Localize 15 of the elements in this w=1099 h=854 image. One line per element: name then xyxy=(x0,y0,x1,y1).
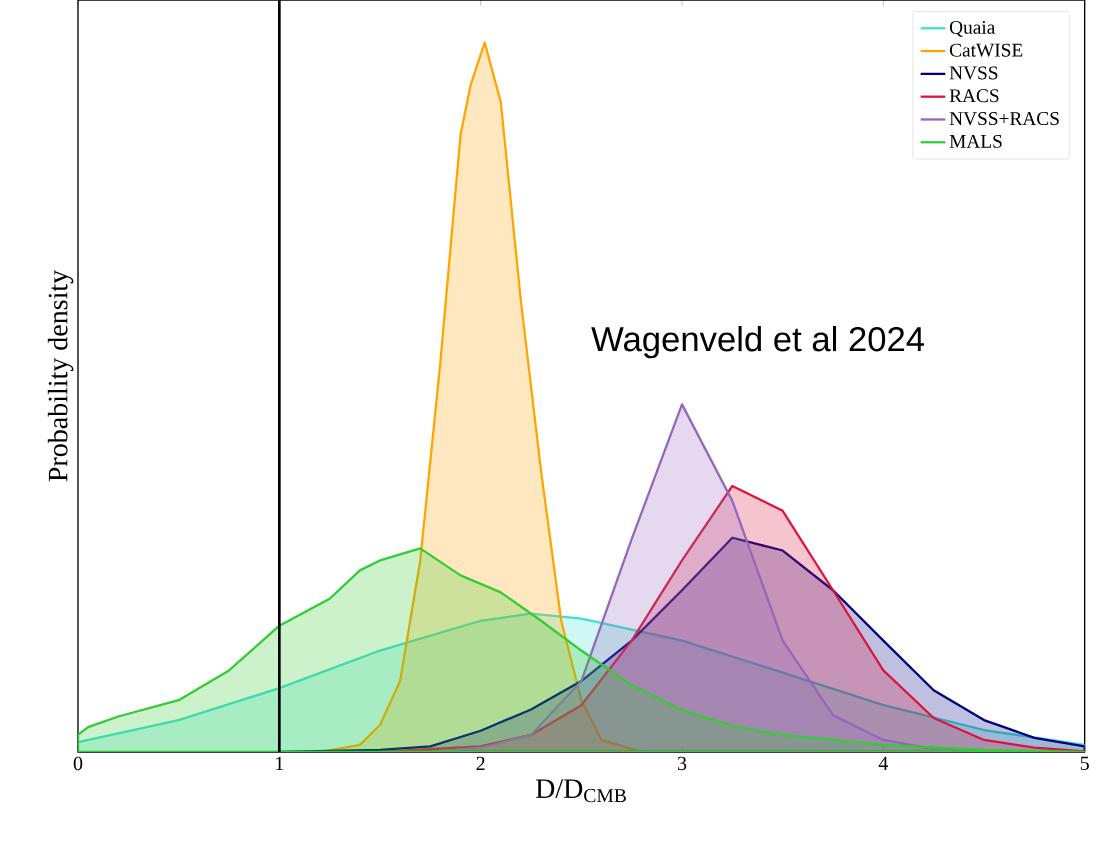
legend-label: CatWISE xyxy=(949,43,1023,57)
x-tick-label: 1 xyxy=(276,756,284,770)
x-tick-label: 0 xyxy=(73,756,83,771)
legend-label: Quaia xyxy=(949,20,996,37)
x-axis-title: D/D$_{CMB}$ xyxy=(535,779,626,803)
annotation: Wagenveld et al 2024 xyxy=(591,326,925,359)
legend-label: NVSS+RACS xyxy=(949,112,1059,126)
x-tick-label: 4 xyxy=(878,756,889,770)
legend-label: RACS xyxy=(949,89,999,103)
x-tick-label: 3 xyxy=(677,756,687,771)
x-tick-label: 2 xyxy=(476,756,485,770)
y-axis-title: Probability density xyxy=(47,269,74,482)
legend-label: NVSS xyxy=(949,66,998,80)
legend-label: MALS xyxy=(949,134,1002,148)
x-tick-label: 5 xyxy=(1080,756,1089,770)
